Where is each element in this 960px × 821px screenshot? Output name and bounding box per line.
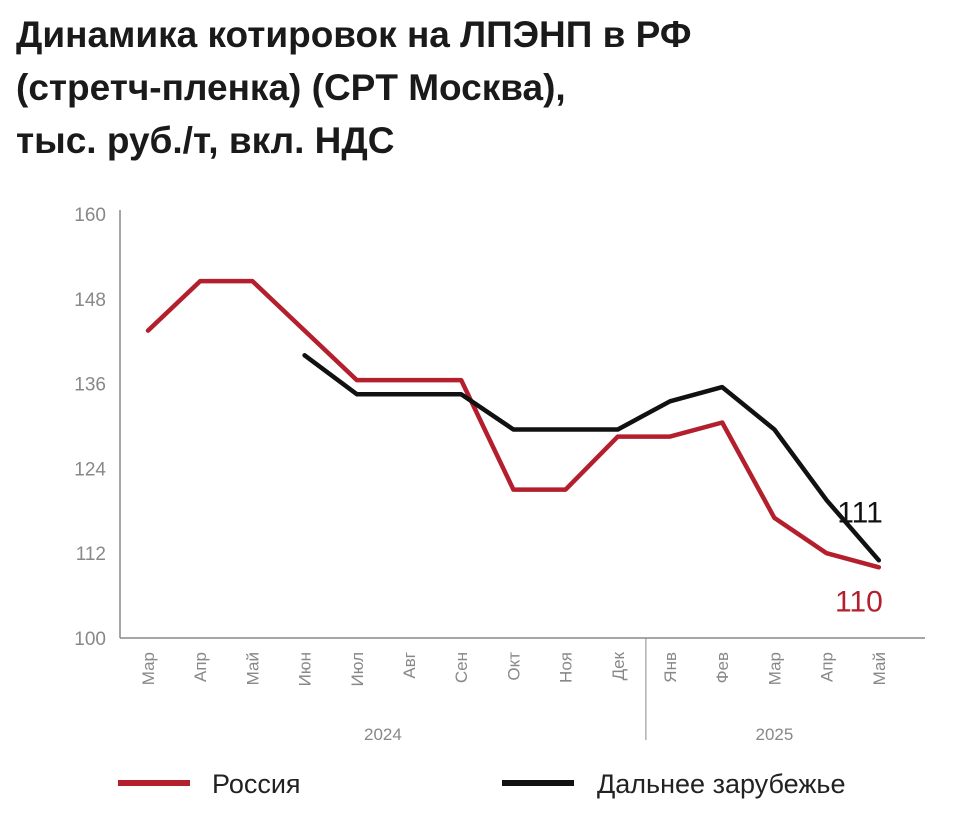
legend-label-abroad: Дальнее зарубежье — [597, 769, 846, 799]
legend-label-russia: Россия — [212, 769, 301, 799]
chart-title-line-1: Динамика котировок на ЛПЭНП в РФ — [16, 14, 692, 55]
x-tick-label: Янв — [661, 652, 680, 683]
y-tick-label: 136 — [74, 375, 106, 396]
end-label-russia: 110 — [835, 585, 883, 618]
x-tick-label: Окт — [504, 652, 523, 681]
x-tick-label: Сен — [452, 652, 471, 683]
x-tick-label: Май — [870, 652, 889, 685]
x-tick-label: Дек — [609, 651, 628, 680]
series-line-abroad — [302, 353, 882, 563]
x-tick-label: Апр — [191, 652, 210, 682]
x-tick-label: Ноя — [557, 652, 576, 683]
x-tick-label: Июн — [296, 652, 315, 686]
end-label-abroad: 111 — [837, 496, 883, 529]
series-line-russia — [145, 278, 882, 570]
x-tick-label: Июл — [348, 652, 367, 687]
x-tick-label: Апр — [818, 652, 837, 682]
y-tick-label: 124 — [74, 459, 106, 480]
chart-title-line-2: (стретч-пленка) (CPT Москва), — [16, 67, 566, 108]
chart-title: Динамика котировок на ЛПЭНП в РФ (стретч… — [16, 8, 936, 167]
y-tick-label: 112 — [76, 544, 106, 565]
x-tick-label: Май — [243, 652, 262, 685]
year-label: 2025 — [755, 725, 793, 744]
x-tick-label: Мар — [139, 652, 158, 685]
year-label: 2024 — [364, 725, 402, 744]
y-tick-label: 148 — [74, 290, 106, 311]
chart-title-line-3: тыс. руб./т, вкл. НДС — [16, 120, 395, 161]
x-tick-label: Фев — [713, 652, 732, 683]
y-tick-label: 160 — [74, 205, 106, 226]
x-tick-label: Авг — [400, 652, 419, 679]
y-tick-label: 100 — [74, 629, 106, 650]
x-tick-label: Мар — [765, 652, 784, 685]
